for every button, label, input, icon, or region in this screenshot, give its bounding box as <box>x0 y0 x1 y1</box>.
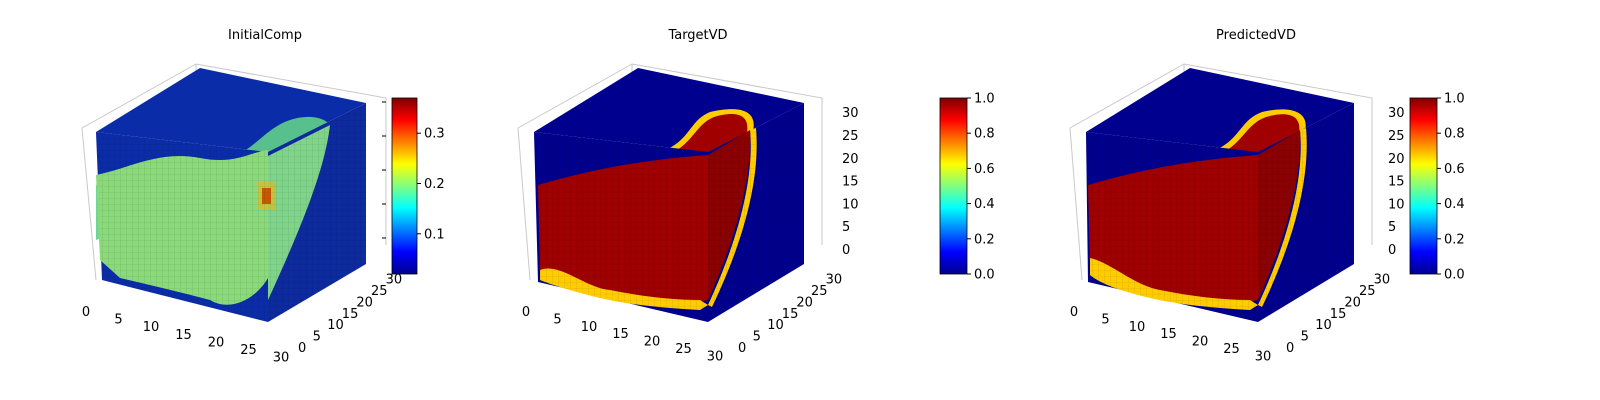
x-tick-label: 25 <box>240 343 257 358</box>
x-tick-label: 15 <box>612 327 629 342</box>
z-tick-label: 20 <box>1388 152 1405 167</box>
x-tick-label: 30 <box>273 351 290 366</box>
x-tick-label: 0 <box>1070 305 1078 320</box>
x-axis: 0 5 10 15 20 25 30 <box>1070 305 1271 364</box>
z-tick-label: 25 <box>842 129 859 144</box>
x-tick-label: 10 <box>581 320 598 335</box>
y-tick-label: 20 <box>356 295 373 310</box>
z-tick-label: 15 <box>842 175 859 190</box>
x-tick-label: 5 <box>553 312 561 327</box>
y-tick-label: 15 <box>782 307 799 322</box>
colorbar-tick-label: 0.4 <box>974 197 995 212</box>
panel-title: InitialComp <box>228 28 302 43</box>
x-tick-label: 5 <box>1101 312 1109 327</box>
panel-title: TargetVD <box>667 28 727 43</box>
y-tick-label: 15 <box>1330 307 1347 322</box>
colorbar-tick-label: 0.0 <box>974 268 995 283</box>
z-axis: 0 5 10 15 20 25 30 <box>842 106 859 258</box>
z-tick-label: 5 <box>1388 220 1396 235</box>
colorbar-gradient <box>1409 97 1438 275</box>
x-tick-label: 25 <box>1223 342 1240 357</box>
z-tick-label: 10 <box>842 197 859 212</box>
y-tick-label: 15 <box>342 307 359 322</box>
y-tick-label: 5 <box>313 330 321 345</box>
y-tick-label: 0 <box>738 341 746 356</box>
colorbar-tick-label: 1.0 <box>974 92 995 107</box>
z-tick-label: 25 <box>1388 129 1405 144</box>
colorbar-tick-label: 0.0 <box>1444 268 1465 283</box>
y-tick-label: 10 <box>327 318 344 333</box>
x-axis: 0 5 10 15 20 25 30 <box>522 305 723 364</box>
x-tick-label: 0 <box>522 305 530 320</box>
x-tick-label: 30 <box>1255 349 1272 364</box>
z-tick-label: 15 <box>1388 175 1405 190</box>
y-tick-label: 0 <box>1286 341 1294 356</box>
colorbar-tick-label: 0.8 <box>974 127 995 142</box>
z-tick-label: 5 <box>842 220 850 235</box>
colorbar: 0.0 0.2 0.4 0.6 0.8 1.0 <box>1409 92 1465 283</box>
z-axis: 0 5 10 15 20 25 30 <box>1388 106 1405 258</box>
y-tick-label: 25 <box>1359 284 1376 299</box>
colorbar-tick-label: 0.6 <box>1444 162 1465 177</box>
y-tick-label: 10 <box>1315 318 1332 333</box>
x-tick-label: 25 <box>675 342 692 357</box>
voxel-cube <box>96 68 366 322</box>
y-tick-label: 20 <box>1344 295 1361 310</box>
colorbar-tick-label: 1.0 <box>1444 92 1465 107</box>
y-tick-label: 25 <box>371 284 388 299</box>
colorbar-tick-label: 0.2 <box>424 177 445 192</box>
y-tick-label: 30 <box>826 273 843 288</box>
colorbar-tick-label: 0.4 <box>1444 197 1465 212</box>
x-tick-label: 20 <box>644 335 661 350</box>
x-tick-label: 10 <box>143 320 160 335</box>
y-tick-label: 0 <box>298 341 306 356</box>
x-tick-label: 15 <box>1160 327 1177 342</box>
voxel-cube <box>1086 68 1354 322</box>
colorbar-tick-label: 0.2 <box>1444 232 1465 247</box>
voxel-cube <box>534 68 804 322</box>
colorbar-gradient <box>939 97 968 275</box>
colorbar-tick-label: 0.8 <box>1444 127 1465 142</box>
colorbar-tick-label: 0.2 <box>974 232 995 247</box>
x-tick-label: 20 <box>1192 335 1209 350</box>
colorbar: 0.1 0.2 0.3 <box>391 97 445 275</box>
y-tick-label: 30 <box>1374 273 1391 288</box>
z-tick-label: 20 <box>842 152 859 167</box>
x-tick-label: 20 <box>208 335 225 350</box>
z-tick-label: 0 <box>1388 243 1396 258</box>
y-tick-label: 10 <box>767 318 784 333</box>
x-tick-label: 0 <box>82 305 90 320</box>
z-tick-label: 30 <box>1388 106 1405 121</box>
x-tick-label: 30 <box>707 349 724 364</box>
x-axis: 0 5 10 15 20 25 30 <box>82 305 289 366</box>
y-tick-label: 30 <box>386 273 403 288</box>
colorbar-tick-label: 0.6 <box>974 162 995 177</box>
x-tick-label: 15 <box>175 328 192 343</box>
panel-title: PredictedVD <box>1216 28 1296 43</box>
z-tick-label: 30 <box>842 106 859 121</box>
y-tick-label: 5 <box>753 330 761 345</box>
z-tick-label: 0 <box>842 243 850 258</box>
z-tick-label: 10 <box>1388 197 1405 212</box>
y-tick-label: 25 <box>811 284 828 299</box>
x-tick-label: 10 <box>1129 320 1146 335</box>
colorbar-tick-label: 0.1 <box>424 227 445 242</box>
x-tick-label: 5 <box>114 313 122 328</box>
colorbar: 0.0 0.2 0.4 0.6 0.8 1.0 <box>939 92 995 283</box>
y-tick-label: 20 <box>796 295 813 310</box>
colorbar-gradient <box>391 97 418 275</box>
colorbar-tick-label: 0.3 <box>424 127 445 142</box>
y-tick-label: 5 <box>1301 330 1309 345</box>
z-axis-ticks <box>382 101 386 239</box>
